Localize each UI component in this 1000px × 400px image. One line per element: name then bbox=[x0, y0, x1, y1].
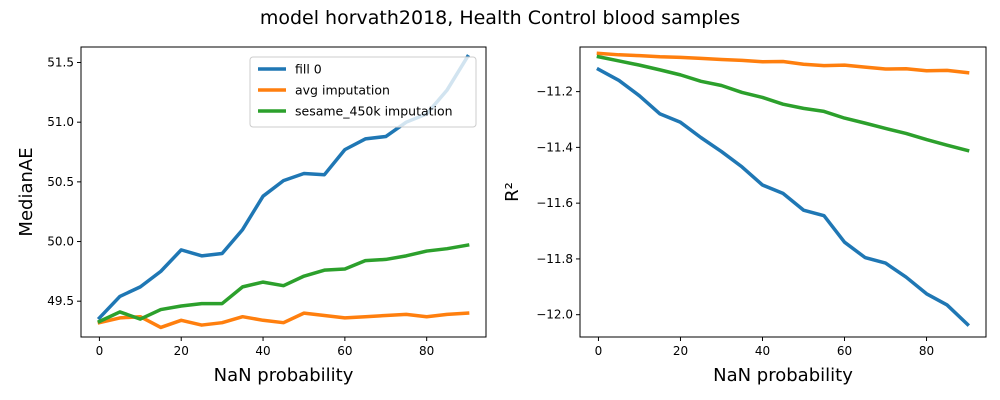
x-tick-label: 0 bbox=[96, 344, 104, 358]
y-axis-label: R² bbox=[502, 182, 523, 202]
y-tick-label: 51.5 bbox=[47, 56, 74, 70]
x-tick-label: 20 bbox=[673, 344, 688, 358]
legend-entry: avg imputation bbox=[295, 83, 390, 98]
y-axis-label: MedianAE bbox=[16, 147, 37, 236]
subplot-1: 0 20 40 60 80 49.5 50.0 50.5 51.0 51.5 NaN probabi… bbox=[16, 46, 487, 386]
x-tick-label: 80 bbox=[419, 344, 434, 358]
subplot-2: 0 20 40 60 80 −11.2 −11.4 −11.6 −11.8 −12.0 NaN pr… bbox=[502, 46, 987, 386]
legend-entry: fill 0 bbox=[295, 62, 322, 77]
x-tick-label: 20 bbox=[174, 344, 189, 358]
legend-box bbox=[249, 56, 477, 128]
y-tick-label: −11.2 bbox=[536, 85, 573, 99]
y-tick-label: −11.6 bbox=[536, 196, 573, 210]
x-tick-label: 60 bbox=[337, 344, 352, 358]
y-tick-label: 50.5 bbox=[47, 175, 74, 189]
legend: fill 0 avg imputation sesame_450k imputati… bbox=[249, 56, 477, 128]
x-axis-label: NaN probability bbox=[214, 365, 354, 386]
series-line-avg bbox=[596, 51, 970, 75]
legend-entry: sesame_450k imputation bbox=[295, 104, 453, 119]
figure-title: model horvath2018, Health Control blood … bbox=[260, 7, 740, 29]
series-line-avg bbox=[97, 311, 470, 330]
y-tick-label: 50.0 bbox=[47, 235, 74, 249]
x-tick-label: 40 bbox=[255, 344, 270, 358]
x-tick-label: 0 bbox=[595, 344, 603, 358]
x-tick-label: 40 bbox=[755, 344, 770, 358]
axes-frame bbox=[579, 46, 987, 338]
series-line-fill0 bbox=[596, 66, 971, 327]
axes-frame bbox=[80, 46, 487, 338]
y-tick-label: 51.0 bbox=[47, 115, 74, 129]
series-line-sesame bbox=[97, 243, 470, 324]
x-tick-label: 80 bbox=[919, 344, 934, 358]
x-tick-label: 60 bbox=[837, 344, 852, 358]
y-tick-label: −11.4 bbox=[536, 140, 573, 154]
y-tick-label: −11.8 bbox=[536, 252, 573, 266]
plots-group: 0 20 40 60 80 49.5 50.0 50.5 51.0 51.5 NaN probabi… bbox=[16, 46, 987, 386]
series-line-sesame bbox=[596, 54, 970, 153]
x-axis-label: NaN probability bbox=[713, 365, 853, 386]
y-tick-label: 49.5 bbox=[47, 294, 74, 308]
y-tick-label: −12.0 bbox=[536, 308, 573, 322]
